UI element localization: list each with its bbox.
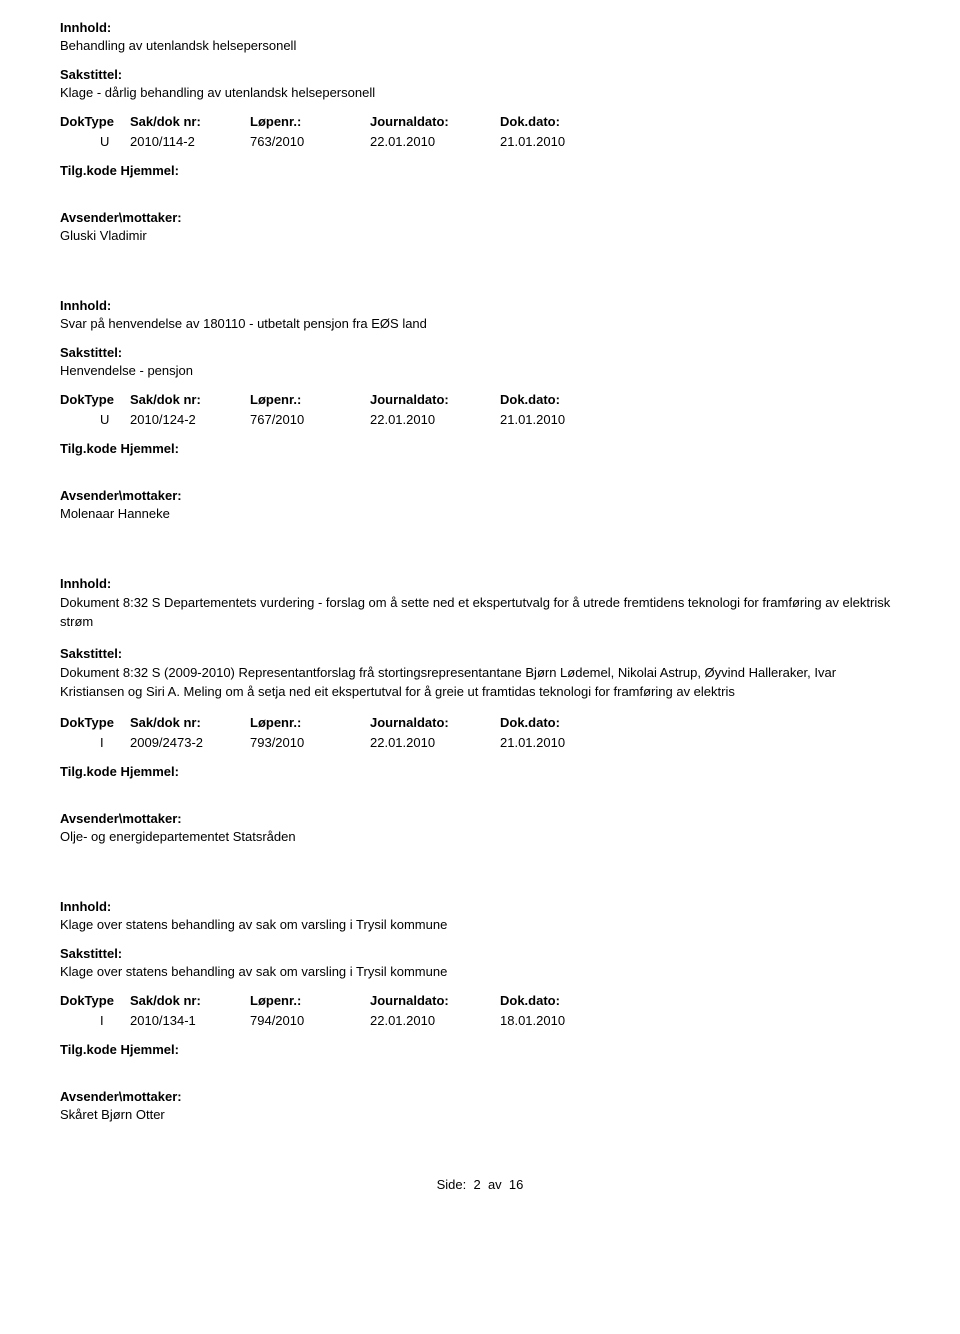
document-record: Innhold: Behandling av utenlandsk helsep… xyxy=(60,20,900,243)
col-doktype-label: DokType xyxy=(60,993,130,1008)
col-doktype-label: DokType xyxy=(60,715,130,730)
innhold-value: Dokument 8:32 S Departementets vurdering… xyxy=(60,594,900,632)
col-saknr-value: 2010/114-2 xyxy=(130,134,250,149)
avsender-label: Avsender\mottaker: xyxy=(60,1089,900,1104)
col-lopenr-value: 793/2010 xyxy=(250,735,370,750)
avsender-value: Skåret Bjørn Otter xyxy=(60,1107,900,1122)
sakstittel-label: Sakstittel: xyxy=(60,946,900,961)
tilgkode-value xyxy=(60,782,900,797)
col-dokdato-value: 21.01.2010 xyxy=(500,735,620,750)
col-doktype-label: DokType xyxy=(60,114,130,129)
hjemmel-label: Hjemmel: xyxy=(120,764,179,779)
sakstittel-value: Henvendelse - pensjon xyxy=(60,363,900,378)
col-saknr-label: Sak/dok nr: xyxy=(130,715,250,730)
tilgkode-row: Tilg.kode Hjemmel: xyxy=(60,764,900,779)
col-saknr-label: Sak/dok nr: xyxy=(130,114,250,129)
sakstittel-value: Dokument 8:32 S (2009-2010) Representant… xyxy=(60,664,900,702)
col-doktype-value: U xyxy=(60,412,130,427)
sakstittel-label: Sakstittel: xyxy=(60,345,900,360)
col-saknr-label: Sak/dok nr: xyxy=(130,993,250,1008)
col-doktype-value: U xyxy=(60,134,130,149)
hjemmel-label: Hjemmel: xyxy=(120,163,179,178)
col-doktype-value: I xyxy=(60,1013,130,1028)
col-journaldato-label: Journaldato: xyxy=(370,993,500,1008)
footer-total: 16 xyxy=(509,1177,523,1192)
innhold-value: Behandling av utenlandsk helsepersonell xyxy=(60,38,900,53)
col-dokdato-label: Dok.dato: xyxy=(500,114,620,129)
col-saknr-value: 2010/124-2 xyxy=(130,412,250,427)
col-doktype-value: I xyxy=(60,735,130,750)
sakstittel-value: Klage over statens behandling av sak om … xyxy=(60,964,900,979)
footer-sep: av xyxy=(488,1177,502,1192)
sakstittel-value: Klage - dårlig behandling av utenlandsk … xyxy=(60,85,900,100)
tilgkode-value xyxy=(60,181,900,196)
col-saknr-label: Sak/dok nr: xyxy=(130,392,250,407)
tilgkode-row: Tilg.kode Hjemmel: xyxy=(60,441,900,456)
columns-header: DokType Sak/dok nr: Løpenr.: Journaldato… xyxy=(60,993,900,1008)
col-dokdato-label: Dok.dato: xyxy=(500,392,620,407)
innhold-label: Innhold: xyxy=(60,20,900,35)
col-dokdato-label: Dok.dato: xyxy=(500,993,620,1008)
col-doktype-label: DokType xyxy=(60,392,130,407)
tilgkode-label: Tilg.kode xyxy=(60,764,117,779)
footer-current: 2 xyxy=(473,1177,480,1192)
col-journaldato-value: 22.01.2010 xyxy=(370,412,500,427)
columns-header: DokType Sak/dok nr: Løpenr.: Journaldato… xyxy=(60,392,900,407)
hjemmel-label: Hjemmel: xyxy=(120,441,179,456)
tilgkode-value xyxy=(60,1060,900,1075)
avsender-value: Olje- og energidepartementet Statsråden xyxy=(60,829,900,844)
avsender-label: Avsender\mottaker: xyxy=(60,811,900,826)
tilgkode-row: Tilg.kode Hjemmel: xyxy=(60,1042,900,1057)
tilgkode-label: Tilg.kode xyxy=(60,163,117,178)
document-record: Innhold: Dokument 8:32 S Departementets … xyxy=(60,576,900,844)
footer-prefix: Side: xyxy=(437,1177,467,1192)
innhold-label: Innhold: xyxy=(60,899,900,914)
col-journaldato-value: 22.01.2010 xyxy=(370,735,500,750)
col-saknr-value: 2010/134-1 xyxy=(130,1013,250,1028)
avsender-label: Avsender\mottaker: xyxy=(60,210,900,225)
sakstittel-label: Sakstittel: xyxy=(60,67,900,82)
col-journaldato-label: Journaldato: xyxy=(370,715,500,730)
columns-row: U 2010/124-2 767/2010 22.01.2010 21.01.2… xyxy=(60,412,900,427)
col-dokdato-value: 18.01.2010 xyxy=(500,1013,620,1028)
tilgkode-value xyxy=(60,459,900,474)
col-journaldato-label: Journaldato: xyxy=(370,392,500,407)
innhold-value: Klage over statens behandling av sak om … xyxy=(60,917,900,932)
innhold-label: Innhold: xyxy=(60,576,900,591)
columns-header: DokType Sak/dok nr: Løpenr.: Journaldato… xyxy=(60,114,900,129)
col-lopenr-label: Løpenr.: xyxy=(250,993,370,1008)
innhold-value: Svar på henvendelse av 180110 - utbetalt… xyxy=(60,316,900,331)
columns-row: I 2010/134-1 794/2010 22.01.2010 18.01.2… xyxy=(60,1013,900,1028)
document-record: Innhold: Klage over statens behandling a… xyxy=(60,899,900,1122)
columns-header: DokType Sak/dok nr: Løpenr.: Journaldato… xyxy=(60,715,900,730)
col-lopenr-value: 794/2010 xyxy=(250,1013,370,1028)
tilgkode-label: Tilg.kode xyxy=(60,441,117,456)
avsender-value: Gluski Vladimir xyxy=(60,228,900,243)
col-journaldato-value: 22.01.2010 xyxy=(370,1013,500,1028)
col-journaldato-value: 22.01.2010 xyxy=(370,134,500,149)
columns-row: I 2009/2473-2 793/2010 22.01.2010 21.01.… xyxy=(60,735,900,750)
sakstittel-label: Sakstittel: xyxy=(60,646,900,661)
col-dokdato-value: 21.01.2010 xyxy=(500,134,620,149)
col-lopenr-value: 763/2010 xyxy=(250,134,370,149)
hjemmel-label: Hjemmel: xyxy=(120,1042,179,1057)
document-record: Innhold: Svar på henvendelse av 180110 -… xyxy=(60,298,900,521)
col-lopenr-label: Løpenr.: xyxy=(250,392,370,407)
col-journaldato-label: Journaldato: xyxy=(370,114,500,129)
col-saknr-value: 2009/2473-2 xyxy=(130,735,250,750)
col-lopenr-value: 767/2010 xyxy=(250,412,370,427)
tilgkode-label: Tilg.kode xyxy=(60,1042,117,1057)
avsender-value: Molenaar Hanneke xyxy=(60,506,900,521)
columns-row: U 2010/114-2 763/2010 22.01.2010 21.01.2… xyxy=(60,134,900,149)
col-dokdato-value: 21.01.2010 xyxy=(500,412,620,427)
col-dokdato-label: Dok.dato: xyxy=(500,715,620,730)
innhold-label: Innhold: xyxy=(60,298,900,313)
avsender-label: Avsender\mottaker: xyxy=(60,488,900,503)
page-footer: Side: 2 av 16 xyxy=(60,1177,900,1192)
col-lopenr-label: Løpenr.: xyxy=(250,715,370,730)
tilgkode-row: Tilg.kode Hjemmel: xyxy=(60,163,900,178)
col-lopenr-label: Løpenr.: xyxy=(250,114,370,129)
